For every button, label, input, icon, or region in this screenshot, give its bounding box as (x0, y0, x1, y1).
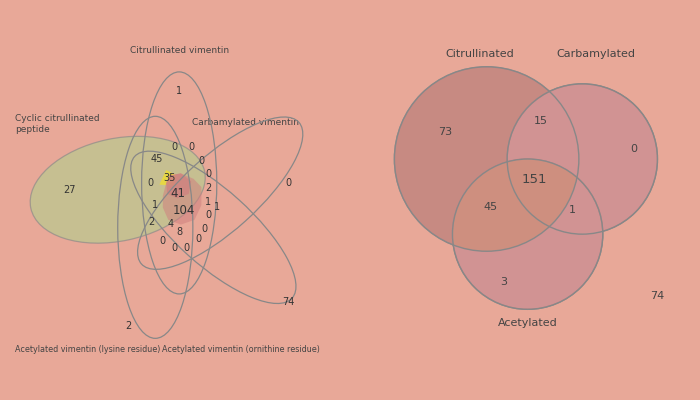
Text: 27: 27 (64, 185, 76, 195)
Text: 74: 74 (282, 298, 295, 308)
Text: Carbamylated: Carbamylated (556, 48, 636, 58)
Polygon shape (166, 173, 191, 198)
Text: 8: 8 (176, 228, 182, 238)
Text: 0: 0 (188, 142, 194, 152)
Text: Citrullinated: Citrullinated (445, 48, 514, 58)
Text: 0: 0 (198, 156, 204, 166)
Circle shape (507, 84, 657, 234)
Text: 74: 74 (650, 291, 664, 301)
Text: 151: 151 (522, 173, 547, 186)
Text: 35: 35 (163, 173, 176, 183)
Text: 1: 1 (152, 200, 158, 210)
Text: Citrullinated vimentin: Citrullinated vimentin (130, 46, 229, 55)
Text: 0: 0 (205, 210, 211, 220)
Text: 0: 0 (286, 178, 292, 188)
Text: 1: 1 (214, 202, 220, 212)
Circle shape (452, 159, 603, 309)
Polygon shape (452, 159, 577, 251)
Text: 1: 1 (205, 197, 211, 207)
Text: 1: 1 (176, 86, 182, 96)
Text: Acetylated vimentin (lysine residue): Acetylated vimentin (lysine residue) (15, 345, 160, 354)
Text: 45: 45 (483, 202, 497, 212)
Text: 2: 2 (148, 217, 155, 227)
Text: 0: 0 (147, 178, 153, 188)
Text: 73: 73 (439, 127, 453, 137)
Polygon shape (163, 173, 202, 224)
Text: 0: 0 (171, 142, 177, 152)
Text: Carbamylated vimentin: Carbamylated vimentin (192, 118, 299, 127)
Text: 2: 2 (205, 183, 211, 193)
Polygon shape (394, 67, 657, 309)
Text: 45: 45 (150, 154, 163, 164)
Circle shape (394, 67, 579, 251)
Ellipse shape (30, 136, 205, 243)
Text: 41: 41 (170, 187, 185, 200)
Polygon shape (160, 170, 176, 186)
Text: 0: 0 (202, 224, 208, 234)
Text: 0: 0 (183, 243, 189, 253)
Text: 0: 0 (195, 234, 201, 244)
Text: 2: 2 (125, 321, 131, 331)
Text: 104: 104 (173, 204, 195, 217)
Text: 0: 0 (630, 144, 637, 154)
Text: 3: 3 (500, 277, 508, 287)
Text: Acetylated vimentin (ornithine residue): Acetylated vimentin (ornithine residue) (162, 345, 320, 354)
Text: Cyclic citrullinated
peptide: Cyclic citrullinated peptide (15, 114, 100, 134)
Text: 4: 4 (167, 219, 174, 229)
Text: 0: 0 (205, 169, 211, 179)
Text: 0: 0 (171, 243, 177, 253)
Text: Acetylated: Acetylated (498, 318, 557, 328)
Text: 1: 1 (568, 205, 575, 215)
Text: 15: 15 (534, 116, 548, 126)
Text: 0: 0 (159, 236, 165, 246)
